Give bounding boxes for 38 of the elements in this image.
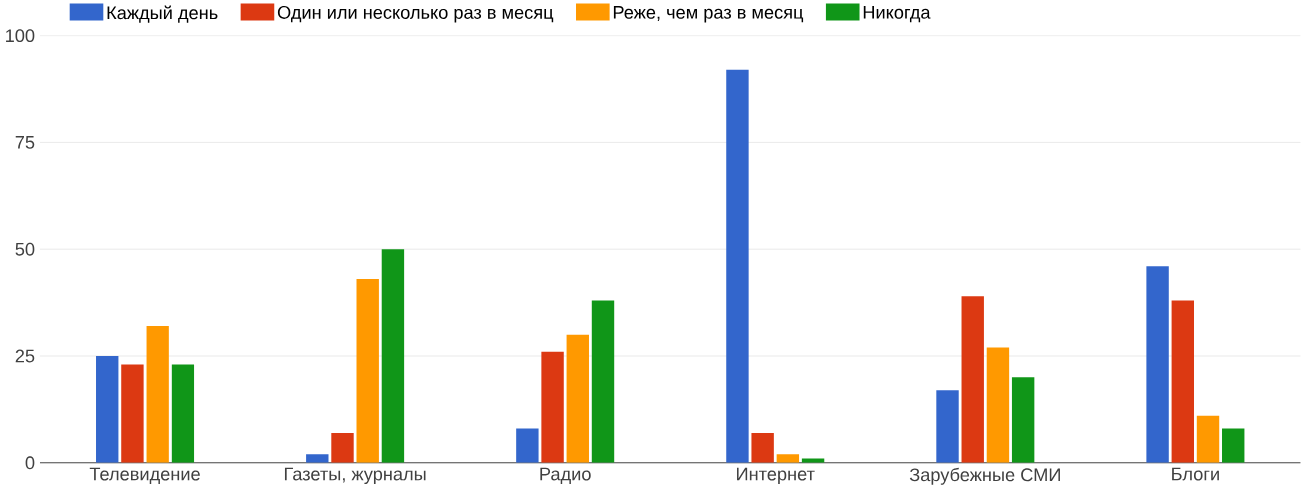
bar <box>591 300 615 464</box>
bar <box>986 347 1010 464</box>
bar <box>306 454 329 464</box>
y-tick-label: 25 <box>15 349 35 363</box>
x-tick-label: Блоги <box>1172 467 1219 481</box>
x-tick-label: Интернет <box>737 467 815 485</box>
bar <box>1146 266 1169 464</box>
bar <box>1171 300 1194 464</box>
bar <box>96 356 119 464</box>
x-tick-label: Телевидение <box>89 467 200 485</box>
bar <box>1011 377 1035 464</box>
x-tick-label: Зарубежные СМИ <box>909 467 1060 486</box>
bar <box>356 279 379 464</box>
bar <box>936 390 959 464</box>
bar <box>1222 428 1245 464</box>
bar <box>146 326 169 464</box>
y-tick-label: 50 <box>15 243 35 256</box>
bar <box>331 433 354 464</box>
bar <box>171 364 195 464</box>
bar <box>961 296 984 464</box>
legend-label: Никогда <box>863 6 931 23</box>
bar <box>516 428 539 464</box>
x-tick-label: Газеты, журналы <box>284 467 426 485</box>
bar <box>1196 416 1220 464</box>
bar <box>566 334 589 464</box>
y-tick-label: 0 <box>25 456 35 470</box>
bar <box>121 364 144 464</box>
legend-label: Один или несколько раз в месяц <box>277 6 554 23</box>
bar <box>541 351 564 464</box>
bar <box>726 70 749 464</box>
legend-label: Каждый день <box>107 5 218 23</box>
bar <box>751 433 774 464</box>
x-tick-label: Радио <box>540 467 591 485</box>
bar <box>381 249 405 464</box>
legend-label: Реже, чем раз в месяц <box>613 6 804 23</box>
bar <box>776 454 800 464</box>
y-tick-label: 100 <box>6 29 35 43</box>
y-tick-label: 75 <box>15 136 35 150</box>
